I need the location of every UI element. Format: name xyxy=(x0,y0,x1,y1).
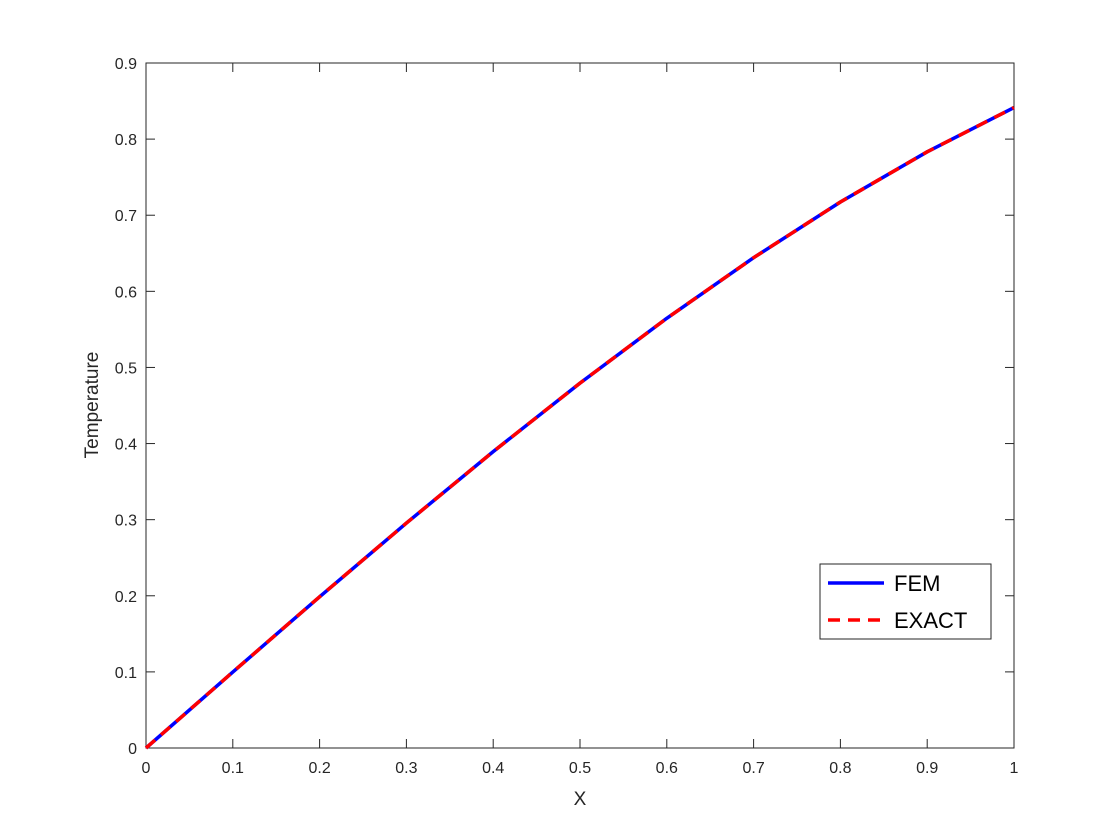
x-tick-label: 0.7 xyxy=(742,760,764,777)
x-tick-label: 0 xyxy=(142,760,151,777)
x-axis-label: X xyxy=(574,789,587,810)
series-line-exact xyxy=(144,105,1015,750)
y-tick-label: 0.4 xyxy=(115,437,137,454)
y-tick-label: 0.5 xyxy=(115,360,137,377)
y-axis-ticks: 0 0.1 0.2 0.3 0.4 0.5 0.6 0.7 0.8 0.9 xyxy=(115,56,1014,758)
y-tick-label: 0.9 xyxy=(115,56,137,73)
y-tick-label: 0 xyxy=(128,741,137,758)
x-axis-ticks: 0 0.1 0.2 0.3 0.4 0.5 0.6 0.7 0.8 0.9 1 xyxy=(142,63,1019,777)
x-tick-label: 0.6 xyxy=(656,760,678,777)
x-tick-label: 0.2 xyxy=(308,760,330,777)
legend-label-fem: FEM xyxy=(894,571,940,596)
y-tick-label: 0.3 xyxy=(115,513,137,530)
x-tick-label: 0.9 xyxy=(916,760,938,777)
x-tick-label: 1 xyxy=(1010,760,1019,777)
x-tick-label: 0.4 xyxy=(482,760,504,777)
legend-label-exact: EXACT xyxy=(894,608,967,633)
y-tick-label: 0.2 xyxy=(115,589,137,606)
y-tick-label: 0.6 xyxy=(115,284,137,301)
y-tick-label: 0.7 xyxy=(115,208,137,225)
legend-box xyxy=(819,563,992,640)
y-axis-label: Temperature xyxy=(82,352,103,459)
legend: FEM EXACT xyxy=(819,563,992,640)
x-tick-label: 0.5 xyxy=(569,760,591,777)
y-tick-label: 0.1 xyxy=(115,665,137,682)
x-tick-label: 0.1 xyxy=(222,760,244,777)
plot-area xyxy=(145,62,1015,749)
y-tick-label: 0.8 xyxy=(115,132,137,149)
x-tick-label: 0.8 xyxy=(829,760,851,777)
x-tick-label: 0.3 xyxy=(395,760,417,777)
series-layer xyxy=(144,105,1015,750)
